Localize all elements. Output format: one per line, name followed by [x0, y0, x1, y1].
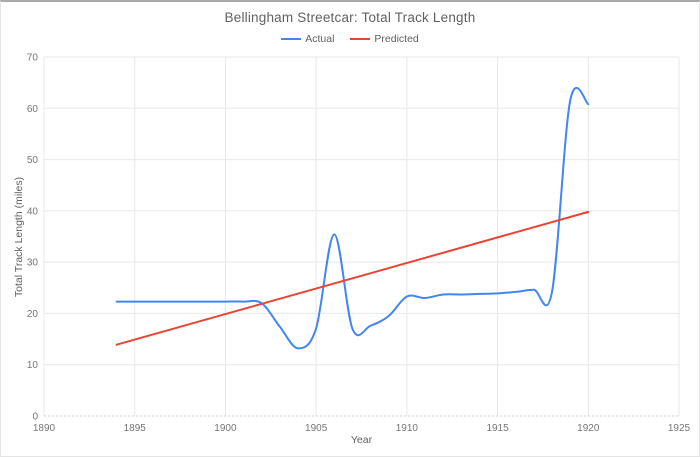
y-tick-label: 0 — [32, 412, 38, 423]
x-tick-label: 1910 — [396, 423, 419, 434]
y-tick-label: 50 — [27, 155, 39, 166]
chart-title: Bellingham Streetcar: Total Track Length — [224, 10, 476, 25]
y-tick-label: 30 — [27, 258, 39, 269]
y-tick-label: 70 — [27, 53, 39, 64]
x-tick-label: 1890 — [33, 423, 56, 434]
x-axis-title: Year — [350, 434, 373, 446]
series-line-actual — [115, 86, 590, 350]
predicted-line-swatch — [350, 38, 371, 40]
x-tick-label: 1920 — [577, 423, 600, 434]
legend-label-predicted: Predicted — [374, 33, 419, 45]
x-tick-label: 1895 — [124, 423, 147, 434]
actual-line-swatch — [281, 38, 302, 40]
y-tick-label: 40 — [27, 206, 39, 217]
x-tick-label: 1915 — [486, 423, 509, 434]
legend: Actual Predicted — [1, 33, 699, 45]
x-tick-label: 1900 — [214, 423, 237, 434]
y-tick-label: 10 — [27, 360, 39, 371]
legend-item-predicted: Predicted — [350, 33, 419, 45]
legend-label-actual: Actual — [305, 33, 335, 45]
y-axis-title: Total Track Length (miles) — [13, 176, 25, 298]
x-tick-label: 1905 — [305, 423, 328, 434]
y-tick-label: 20 — [27, 309, 39, 320]
x-tick-label: 1925 — [668, 423, 691, 434]
y-tick-label: 60 — [27, 104, 39, 115]
series-line-predicted — [115, 210, 590, 346]
legend-item-actual: Actual — [281, 33, 334, 45]
